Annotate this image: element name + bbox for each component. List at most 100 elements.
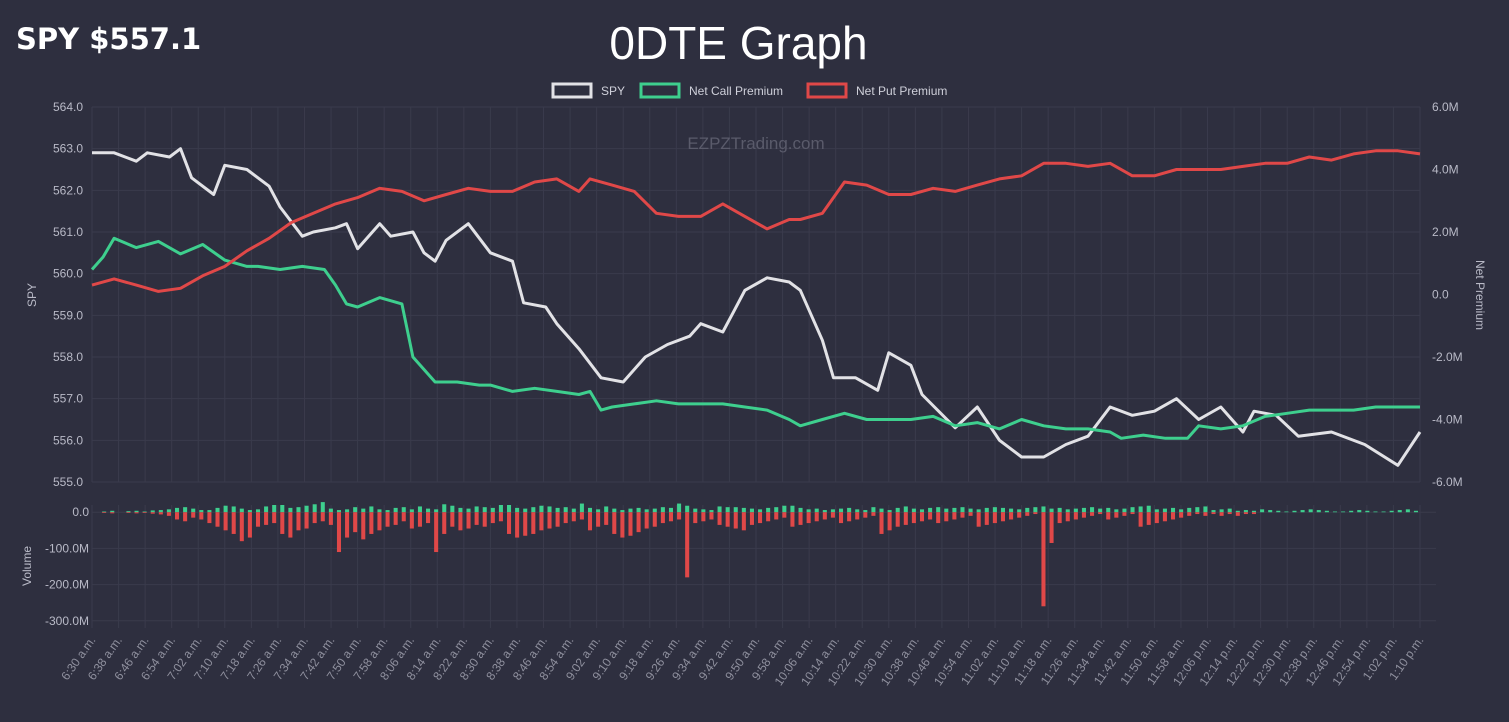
call-volume-bar: [1397, 510, 1402, 513]
put-volume-bar: [523, 512, 528, 536]
put-volume-bar: [968, 512, 973, 516]
call-volume-bar: [158, 510, 163, 513]
put-volume-bar: [928, 512, 933, 520]
call-volume-bar: [442, 504, 447, 513]
call-volume-bar: [660, 507, 665, 513]
put-volume-bar: [1227, 512, 1232, 515]
put-volume-bar: [725, 512, 730, 527]
put-volume-bar: [304, 512, 309, 529]
call-volume-bar: [1332, 511, 1337, 513]
y-tick-label: 564.0: [53, 100, 83, 114]
call-volume-bar: [1203, 506, 1208, 513]
call-volume-bar: [1098, 508, 1103, 513]
put-volume-bar: [280, 512, 285, 534]
call-volume-bar: [328, 508, 333, 513]
put-volume-bar: [126, 512, 131, 513]
call-volume-bar: [523, 508, 528, 513]
call-volume-bar: [183, 507, 188, 513]
put-volume-bar: [288, 512, 293, 538]
call-volume-bar: [498, 505, 503, 513]
put-volume-bar: [1122, 512, 1127, 516]
call-volume-bar: [369, 506, 374, 513]
call-volume-bar: [361, 508, 366, 513]
legend-item-net-put-premium[interactable]: Net Put Premium: [806, 82, 947, 99]
put-volume-bar: [539, 512, 544, 531]
put-volume-bar: [466, 512, 471, 529]
call-volume-bar: [296, 507, 301, 513]
put-volume-bar: [741, 512, 746, 531]
put-volume-bar: [620, 512, 625, 538]
call-volume-bar: [806, 509, 811, 513]
call-volume-bar: [1292, 510, 1297, 513]
call-volume-bar: [758, 509, 763, 513]
call-volume-bar: [409, 509, 414, 513]
put-volume-bar: [110, 512, 115, 514]
put-volume-bar: [984, 512, 989, 525]
put-volume-bar: [158, 512, 163, 515]
call-volume-bar: [847, 507, 852, 513]
put-volume-bar: [1065, 512, 1070, 522]
put-volume-bar: [166, 512, 171, 516]
legend-item-spy[interactable]: SPY: [551, 82, 625, 99]
call-volume-bar: [507, 505, 512, 513]
call-volume-bar: [207, 510, 212, 513]
put-volume-bar: [1187, 512, 1192, 516]
legend-swatch-call: [639, 82, 681, 99]
legend: SPY Net Call Premium Net Put Premium: [551, 82, 947, 99]
put-volume-bar: [895, 512, 900, 527]
call-volume-bar: [887, 510, 892, 513]
call-volume-bar: [336, 510, 341, 513]
call-volume-bar: [1195, 507, 1200, 513]
put-volume-bar: [871, 512, 876, 516]
call-volume-bar: [1276, 510, 1281, 513]
put-volume-bar: [336, 512, 341, 553]
call-volume-bar: [272, 505, 277, 513]
put-volume-bar: [434, 512, 439, 553]
put-volume-bar: [571, 512, 576, 522]
call-volume-bar: [239, 508, 244, 513]
call-volume-bar: [1041, 506, 1046, 513]
call-volume-bar: [515, 507, 520, 513]
call-volume-bar: [377, 509, 382, 513]
call-volume-bar: [1413, 510, 1418, 513]
call-volume-bar: [571, 508, 576, 513]
call-volume-bar: [1081, 507, 1086, 513]
put-volume-bar: [150, 512, 155, 514]
call-volume-bar: [960, 507, 965, 513]
call-volume-bar: [231, 506, 236, 513]
call-volume-bar: [1405, 509, 1410, 513]
put-volume-bar: [701, 512, 706, 522]
call-volume-bar: [798, 507, 803, 513]
put-volume-bar: [175, 512, 180, 520]
call-volume-bar: [1284, 511, 1289, 513]
volume-tick-label: -100.0M: [45, 541, 89, 555]
y-axis-title-spy: SPY: [25, 283, 39, 307]
put-volume-bar: [944, 512, 949, 522]
call-volume-bar: [312, 504, 317, 513]
put-volume-bar: [1081, 512, 1086, 518]
put-volume-bar: [312, 512, 317, 524]
call-volume-bar: [353, 507, 358, 513]
put-volume-bar: [385, 512, 390, 527]
put-volume-bar: [1138, 512, 1143, 527]
call-volume-bar: [895, 507, 900, 513]
put-volume-bar: [498, 512, 503, 522]
put-volume-bar: [134, 512, 139, 514]
volume-tick-label: 0.0: [72, 505, 89, 519]
put-volume-bar: [855, 512, 860, 520]
put-volume-bar: [1154, 512, 1159, 524]
call-volume-bar: [1219, 509, 1224, 513]
y-tick-label: 560.0: [53, 267, 83, 281]
put-volume-bar: [766, 512, 771, 522]
call-volume-bar: [385, 510, 390, 513]
call-volume-bar: [304, 505, 309, 513]
y-axis-title-net-premium: Net Premium: [1473, 260, 1487, 330]
call-volume-bar: [628, 508, 633, 513]
put-volume-bar: [547, 512, 552, 529]
put-volume-bar: [555, 512, 560, 527]
volume-tick-label: -200.0M: [45, 578, 89, 592]
put-volume-bar: [612, 512, 617, 534]
put-volume-bar: [1235, 512, 1240, 516]
put-volume-bar: [183, 512, 188, 522]
legend-item-net-call-premium[interactable]: Net Call Premium: [639, 82, 783, 99]
